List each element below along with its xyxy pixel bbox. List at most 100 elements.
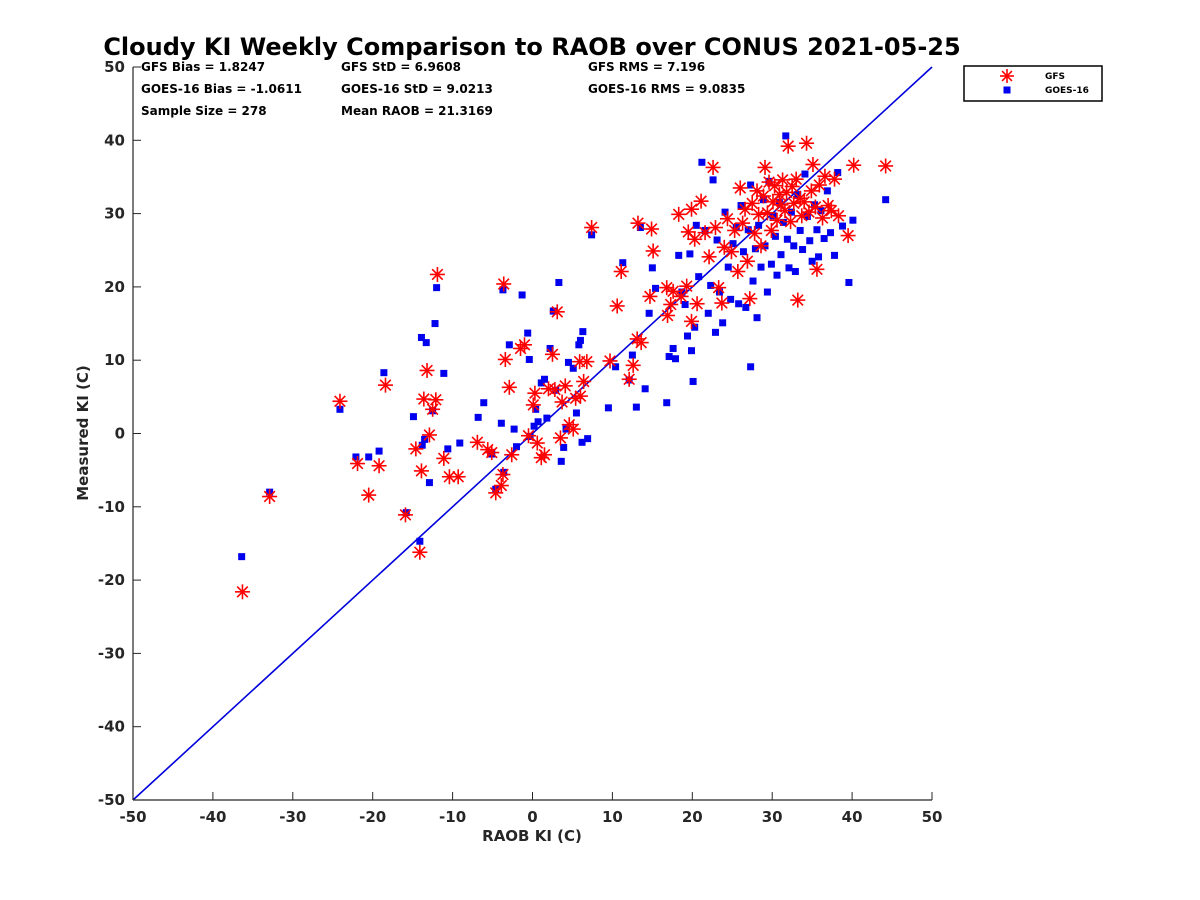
- goes16-point: [380, 369, 388, 377]
- goes16-point: [794, 191, 802, 199]
- gfs-point: [788, 171, 804, 187]
- goes16-point: [480, 399, 488, 407]
- gfs-point: [811, 177, 827, 193]
- gfs-point: [544, 346, 560, 362]
- gfs-point: [377, 377, 393, 393]
- goes16-point: [352, 453, 360, 461]
- x-tick-label: 40: [842, 808, 863, 826]
- gfs-point: [584, 220, 600, 236]
- goes16-point: [707, 281, 715, 289]
- goes16-point: [763, 288, 771, 296]
- goes16-point: [619, 259, 627, 267]
- gfs-point: [687, 231, 703, 247]
- gfs-point: [807, 199, 823, 215]
- gfs-point: [371, 458, 387, 474]
- goes16-point: [813, 226, 821, 234]
- goes16-point: [534, 418, 542, 426]
- goes16-point: [555, 279, 563, 287]
- gfs-point: [412, 544, 428, 560]
- gfs-point: [707, 220, 723, 236]
- stat-gfs-std: GFS StD = 6.9608: [341, 60, 461, 74]
- goes16-point: [663, 399, 671, 407]
- gfs-point: [609, 298, 625, 314]
- y-tick-label: -40: [98, 718, 125, 736]
- goes16-point: [578, 438, 586, 446]
- goes16-point: [831, 251, 839, 259]
- gfs-point: [817, 168, 833, 184]
- y-tick-label: -50: [98, 791, 125, 809]
- gfs-point: [521, 428, 537, 444]
- x-tick-label: -20: [359, 808, 386, 826]
- gfs-point: [749, 183, 765, 199]
- goes16-point: [584, 435, 592, 443]
- goes16-point: [882, 196, 890, 204]
- goes16-point: [636, 224, 644, 232]
- goes16-point: [757, 263, 765, 271]
- gfs-point: [769, 212, 785, 228]
- goes16-point: [525, 355, 533, 363]
- goes16-point: [409, 413, 417, 421]
- gfs-legend-marker: [1000, 69, 1014, 83]
- gfs-point: [660, 307, 676, 323]
- goes16-point: [688, 347, 696, 355]
- goes16-point: [684, 332, 692, 340]
- goes16-point: [782, 132, 790, 140]
- gfs-point: [527, 385, 543, 401]
- goes16-point: [648, 264, 656, 272]
- goes16-point: [773, 271, 781, 279]
- goes16-point: [791, 268, 799, 276]
- goes16-point: [751, 245, 759, 253]
- gfs-point: [625, 357, 641, 373]
- gfs-point: [714, 295, 730, 311]
- stat-goes-std: GOES-16 StD = 9.0213: [341, 82, 493, 96]
- gfs-point: [579, 354, 595, 370]
- gfs-point: [684, 201, 700, 217]
- chart-title: Cloudy KI Weekly Comparison to RAOB over…: [103, 33, 960, 61]
- x-tick-label: 30: [762, 808, 783, 826]
- goes16-point: [513, 443, 521, 451]
- goes16-point: [771, 232, 779, 240]
- gfs-point: [429, 266, 445, 282]
- goes16-point: [336, 405, 344, 413]
- goes16-point: [691, 323, 699, 331]
- goes16-point: [689, 377, 697, 385]
- goes16-point: [530, 422, 538, 430]
- gfs-point: [805, 156, 821, 172]
- gfs-point: [484, 445, 500, 461]
- goes16-point: [823, 187, 831, 195]
- stat-goes-bias: GOES-16 Bias = -1.0611: [141, 82, 302, 96]
- goes16-point: [238, 553, 246, 561]
- goes16-point: [698, 158, 706, 166]
- goes16-point: [806, 237, 814, 245]
- x-tick-label: 0: [527, 808, 537, 826]
- goes16-point: [431, 320, 439, 328]
- goes16-point: [672, 355, 680, 363]
- y-tick-label: 40: [104, 131, 125, 149]
- y-axis-label: Measured KI (C): [74, 365, 92, 501]
- goes16-point: [839, 222, 847, 230]
- goes16-legend-marker: [1003, 86, 1011, 94]
- goes16-point: [732, 224, 740, 232]
- goes16-point: [575, 341, 583, 349]
- gfs-point: [719, 211, 735, 227]
- gfs-point: [663, 296, 679, 312]
- goes16-point: [817, 207, 825, 215]
- gfs-point: [705, 159, 721, 175]
- goes16-point: [747, 181, 755, 189]
- gfs-point: [501, 379, 517, 395]
- gfs-point: [421, 427, 437, 443]
- goes16-point: [755, 221, 763, 229]
- gfs-point: [790, 292, 806, 308]
- gfs-point: [436, 450, 452, 466]
- goes16-point: [669, 344, 677, 352]
- gfs-point: [753, 238, 769, 254]
- gfs-point: [552, 430, 568, 446]
- gfs-point: [517, 337, 533, 353]
- stat-gfs-bias: GFS Bias = 1.8247: [141, 60, 265, 74]
- gfs-point: [536, 447, 552, 463]
- y-tick-label: 20: [104, 278, 125, 296]
- gfs-point: [572, 388, 588, 404]
- gfs-point: [602, 353, 618, 369]
- goes16-point: [749, 277, 757, 285]
